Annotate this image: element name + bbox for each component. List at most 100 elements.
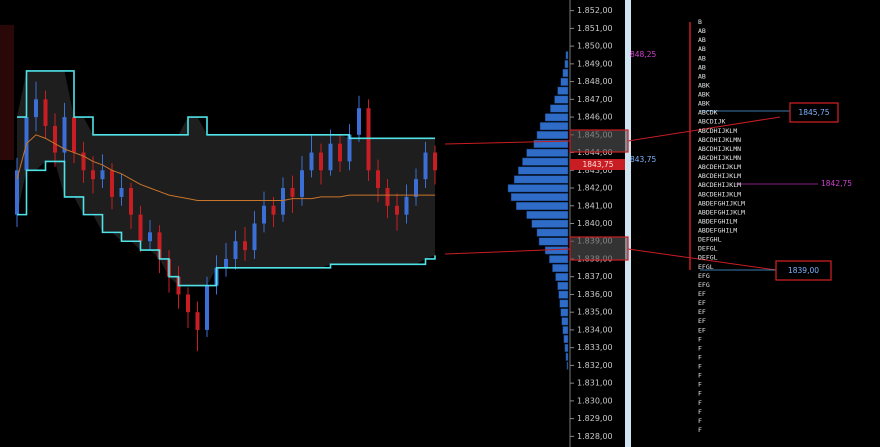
profile-bar <box>565 352 569 361</box>
tpo-row: ABDEFGHILM <box>698 227 737 235</box>
candle-body <box>195 312 200 330</box>
tpo-row: ABK <box>698 91 710 99</box>
connector <box>444 140 571 145</box>
tpo-row: EFG <box>698 281 710 289</box>
annotation: 1842,75 <box>821 179 852 188</box>
candle-body <box>281 188 285 215</box>
profile-bar <box>566 361 569 370</box>
candle-body <box>290 188 295 197</box>
tpo-row: AB <box>698 45 706 53</box>
axis-strip <box>625 0 631 447</box>
tpo-row: ABCDK <box>698 109 718 117</box>
tpo-row: F <box>698 399 702 407</box>
tpo-row: ABCDEHIJKLM <box>698 172 741 180</box>
profile-bar <box>563 335 569 344</box>
candle-body <box>376 170 380 189</box>
va-box <box>569 129 629 153</box>
y-tick-label: 1.830,00 <box>577 396 613 405</box>
profile-bar <box>510 193 569 202</box>
tpo-row: DEFGL <box>698 245 718 253</box>
tpo-row: B <box>698 18 702 26</box>
tpo-row: EFGL <box>698 263 714 271</box>
tpo-row: F <box>698 363 702 371</box>
profile-bar <box>554 95 569 104</box>
tpo-row: EF <box>698 317 706 325</box>
candle-body <box>72 117 76 153</box>
tpo-row: ABCDHIJKLM <box>698 127 737 135</box>
tpo-row: F <box>698 344 702 352</box>
annotation-box <box>775 260 832 281</box>
annotation: 1839,00 <box>788 266 819 275</box>
tpo-row: ABK <box>698 81 710 89</box>
candle-body <box>100 170 105 180</box>
tpo-row: ABCDHIJKLMN <box>698 136 741 144</box>
tpo-row: ABCDEHIJKLM <box>698 190 741 198</box>
y-tick-label: 1.848,00 <box>577 77 613 86</box>
candle-body <box>233 241 238 259</box>
y-tick-label: 1.834,00 <box>577 325 613 334</box>
tpo-row: AB <box>698 27 706 35</box>
y-tick-label: 1.847,00 <box>577 95 613 104</box>
profile-bar <box>550 104 569 113</box>
candle-body <box>224 258 228 268</box>
annotation: 1843,75 <box>582 160 613 169</box>
profile-bar <box>518 166 569 175</box>
candle-body <box>385 188 390 206</box>
profile-bar <box>559 299 569 308</box>
y-tick-label: 1.849,00 <box>577 59 613 68</box>
profile-bar <box>539 122 569 131</box>
candle-body <box>34 99 38 118</box>
tpo-row: EF <box>698 326 706 334</box>
tpo-row: EF <box>698 290 706 298</box>
candle-body <box>347 134 352 162</box>
tpo-row: ABCDEHIJKLM <box>698 181 741 189</box>
tpo-row: AB <box>698 72 706 80</box>
candle-body <box>395 205 399 215</box>
y-tick-label: 1.842,00 <box>577 184 613 193</box>
profile-bar <box>526 210 569 219</box>
y-tick-label: 1.843,00 <box>577 166 613 175</box>
profile-bar <box>561 317 569 326</box>
candle-body <box>243 241 247 251</box>
tpo-row: EFG <box>698 272 710 280</box>
profile-bar <box>555 272 569 281</box>
tpo-row: F <box>698 372 702 380</box>
profile-bar <box>560 77 569 86</box>
tpo-row: ABCDEHIJKLM <box>698 163 741 171</box>
candle-body <box>414 179 418 197</box>
y-tick-label: 1.831,00 <box>577 379 613 388</box>
candle-body <box>328 143 333 171</box>
tpo-row: ABDEFGHIJKLM <box>698 199 745 207</box>
profile-bar <box>560 308 569 317</box>
va-box <box>569 236 629 261</box>
y-tick-label: 1.833,00 <box>577 343 613 352</box>
tpo-row: F <box>698 417 702 425</box>
tpo-row: AB <box>698 54 706 62</box>
profile-bar <box>564 60 569 69</box>
candle-body <box>338 143 342 162</box>
tpo-row: F <box>698 408 702 416</box>
candle-body <box>129 188 133 215</box>
profile-bar <box>544 113 569 122</box>
mid-line <box>16 134 435 201</box>
tpo-row: F <box>698 381 702 389</box>
candle-body <box>205 285 209 330</box>
tpo-row: DEFGL <box>698 254 718 262</box>
profile-bar <box>552 264 569 273</box>
profile-bar <box>562 326 569 335</box>
tpo-row: ABCDHIJKLMN <box>698 154 741 162</box>
candle-body <box>148 232 152 242</box>
candle-body <box>110 170 114 197</box>
candle-body <box>91 170 95 180</box>
price-flag <box>570 159 625 170</box>
candle-body <box>186 294 190 313</box>
profile-bar <box>562 68 569 77</box>
candle-body <box>252 223 257 251</box>
y-tick-label: 1.851,00 <box>577 24 613 33</box>
candle-body <box>309 152 314 171</box>
tpo-row: ABDEFGHILM <box>698 217 737 225</box>
connector <box>444 248 571 255</box>
y-tick-label: 1.846,00 <box>577 113 613 122</box>
tpo-row: DEFGHL <box>698 236 722 244</box>
